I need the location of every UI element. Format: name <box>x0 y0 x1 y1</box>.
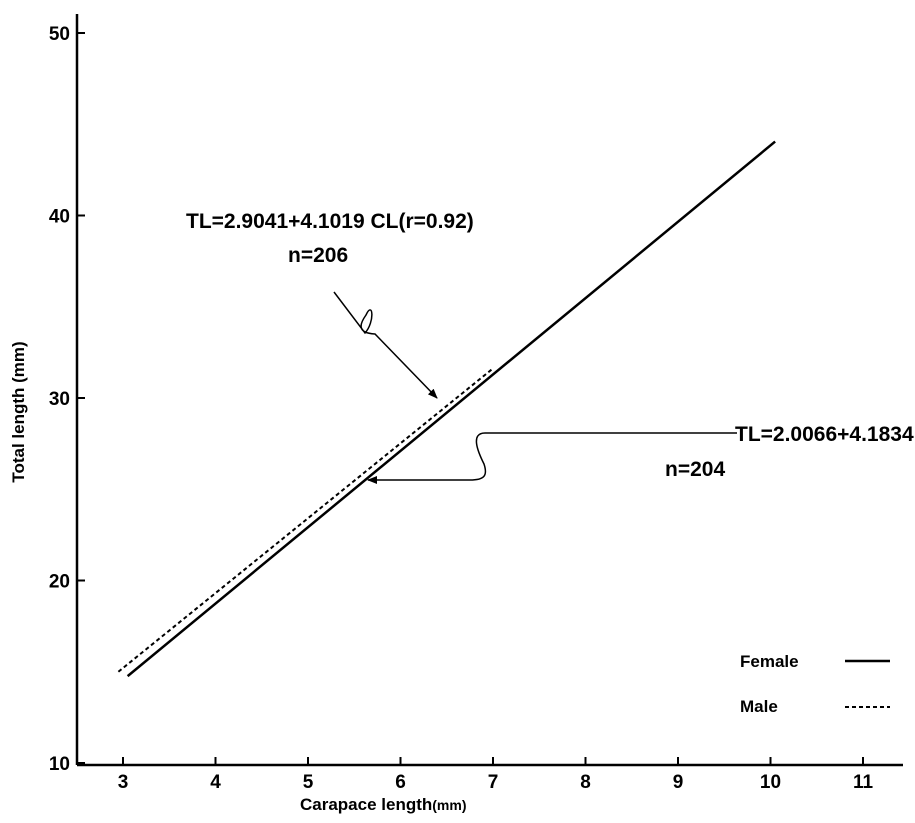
y-axis-ticks: 10 20 30 40 50 <box>49 24 85 775</box>
legend: Female Male <box>740 652 890 716</box>
female-equation-text: TL=2.0066+4.1834 CL(r=0.96) <box>735 423 915 446</box>
series-line-male <box>117 367 494 673</box>
male-equation-annotation: TL=2.9041+4.1019 CL(r=0.92) n=206 <box>186 210 474 399</box>
male-equation-text: TL=2.9041+4.1019 CL(r=0.92) <box>186 210 474 233</box>
x-tick-label: 3 <box>118 772 129 793</box>
female-equation-annotation: TL=2.0066+4.1834 CL(r=0.96) n=204 <box>367 423 915 484</box>
x-tick-label: 4 <box>210 772 221 793</box>
legend-label-male: Male <box>740 697 778 716</box>
series-layer <box>117 140 776 678</box>
female-pointer-arrow <box>367 432 737 484</box>
x-axis-title-unit: (mm) <box>432 797 466 813</box>
x-tick-label: 11 <box>853 772 874 793</box>
x-tick-label: 10 <box>760 772 781 793</box>
x-tick-label: 9 <box>673 772 684 793</box>
male-n-text: n=206 <box>288 244 348 267</box>
x-axis-title-main: Carapace length <box>300 795 432 814</box>
x-tick-label: 8 <box>580 772 591 793</box>
x-axis-title: Carapace length(mm) <box>300 795 467 814</box>
y-tick-label: 50 <box>49 24 70 45</box>
legend-item-male: Male <box>740 697 890 716</box>
y-axis-title: Total length (mm) <box>9 341 28 482</box>
legend-item-female: Female <box>740 652 890 671</box>
x-tick-label: 6 <box>395 772 406 793</box>
legend-label-female: Female <box>740 652 799 671</box>
x-tick-label: 5 <box>303 772 314 793</box>
y-tick-label: 10 <box>49 754 70 775</box>
series-line-female <box>126 140 776 678</box>
male-pointer-arrow <box>333 291 438 399</box>
female-n-text: n=204 <box>665 458 725 481</box>
x-axis-ticks: 3 4 5 6 7 8 9 10 11 <box>118 757 874 793</box>
x-tick-label: 7 <box>488 772 499 793</box>
y-tick-label: 30 <box>49 389 70 410</box>
y-tick-label: 20 <box>49 572 70 593</box>
y-tick-label: 40 <box>49 207 70 228</box>
